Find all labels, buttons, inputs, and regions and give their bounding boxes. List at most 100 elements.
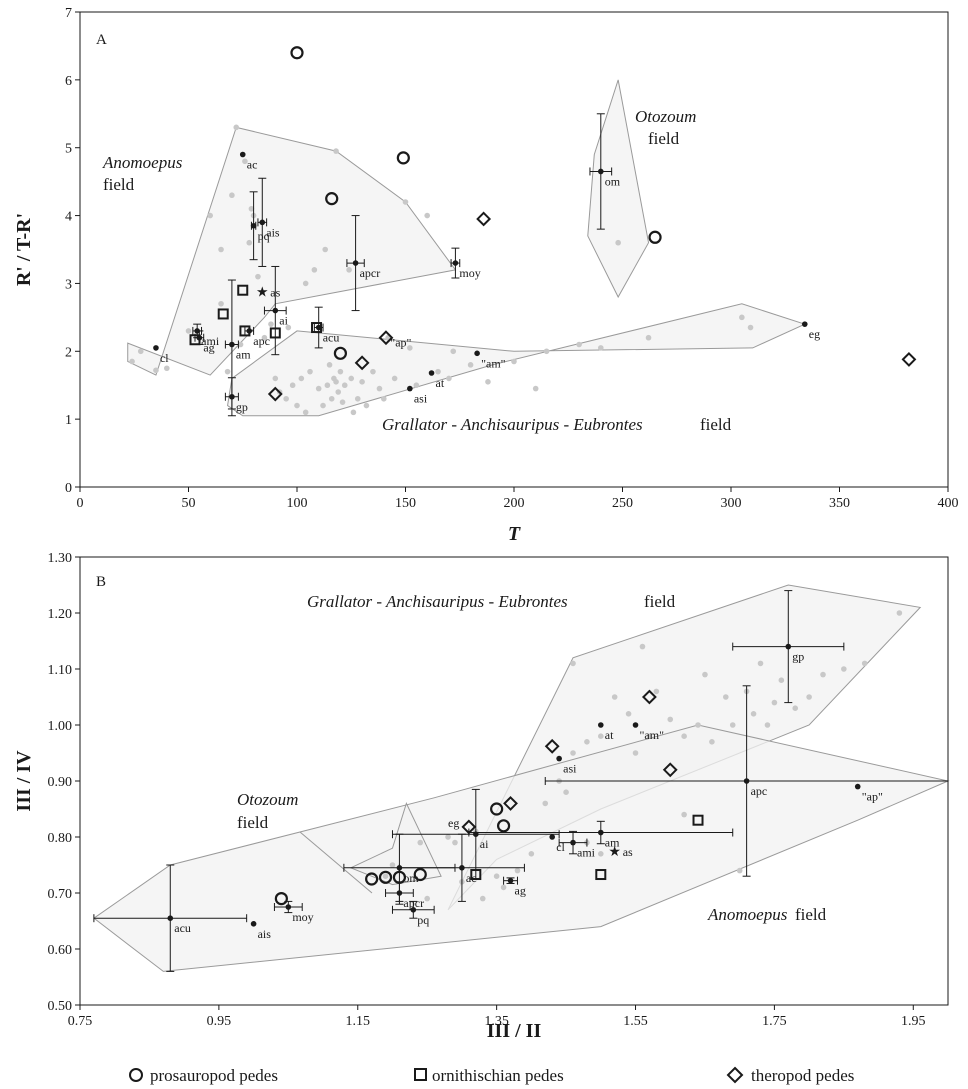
panel-b-point-label: asi — [563, 762, 577, 776]
panel-b-chart: acuaismoyomapcrpqacaiagclamiamasiat"am"a… — [13, 551, 950, 1042]
panel-b-field-label-gae: Grallator - Anchisauripus - Eubrontes — [307, 592, 568, 611]
panel-a-grey-point — [289, 382, 296, 389]
panel-b-grey-point — [771, 699, 778, 706]
panel-b-grey-point — [861, 660, 868, 667]
panel-a-point-label: moy — [459, 266, 480, 280]
panel-a-theropod-marker — [267, 386, 283, 402]
panel-a-point-label: pq — [258, 229, 270, 243]
panel-a-mean-point — [474, 350, 480, 357]
panel-a-grey-point — [435, 368, 441, 375]
panel-a-grey-point — [339, 399, 346, 405]
panel-a-mean-point — [239, 151, 246, 158]
panel-a-grey-point — [137, 348, 144, 355]
panel-a-grey-point — [576, 341, 582, 348]
panel-a-grey-point — [307, 368, 313, 375]
panel-b-grey-point — [389, 862, 396, 868]
panel-b-ornithischian-marker — [470, 869, 482, 881]
panel-a-x-tick-label: 0 — [77, 496, 84, 511]
panel-a-point-label: cl — [160, 351, 169, 365]
panel-b-mean-point — [854, 783, 861, 790]
panel-a-point-label: apc — [253, 334, 270, 348]
panel-b-field-label-otozoum: Otozoum — [237, 790, 298, 809]
panel-b-annotation: eg — [448, 816, 459, 830]
panel-b-grey-point — [667, 716, 674, 723]
panel-b-point-label: "am" — [640, 728, 665, 742]
panel-a-grey-point — [615, 239, 621, 246]
panel-b-star-label: as — [623, 845, 633, 859]
panel-a-grey-point — [381, 395, 387, 402]
panel-a-x-tick-label: 100 — [287, 496, 308, 511]
panel-b-grey-point — [570, 660, 576, 667]
panel-b-point-label: ai — [480, 837, 489, 851]
panel-a-mean-point — [598, 168, 604, 175]
panel-b-mean-point — [285, 904, 292, 910]
legend-label-theropod: theropod pedes — [751, 1066, 854, 1085]
panel-b-mean-point — [570, 839, 576, 846]
panel-b-grey-point — [479, 895, 486, 902]
panel-a-grey-point — [413, 382, 420, 389]
panel-a-x-tick-label: 350 — [829, 496, 850, 511]
panel-a-x-axis-title: T — [508, 523, 521, 545]
panel-b-grey-point — [681, 811, 687, 818]
panel-a-prosauropod-marker — [333, 346, 347, 360]
panel-a-ornithischian-marker — [217, 308, 229, 320]
panel-b-y-tick-label: 1.20 — [48, 607, 73, 622]
panel-b-y-tick-label: 0.50 — [48, 999, 73, 1014]
legend: prosauropod pedes ornithischian pedes th… — [129, 1066, 854, 1085]
panel-a-y-tick-label: 3 — [65, 277, 72, 292]
panel-a-grey-point — [747, 324, 754, 331]
panel-a-grey-point — [346, 267, 352, 273]
panel-a-point-label: am — [236, 348, 251, 362]
panel-a-grey-point — [350, 409, 357, 416]
panel-a-mean-point — [259, 219, 266, 226]
panel-a-x-tick-label: 50 — [182, 496, 196, 511]
panel-a-grey-point — [446, 375, 452, 382]
panel-b-grey-point — [820, 671, 826, 678]
panel-b-grey-point — [598, 733, 604, 739]
panel-b-grey-point — [896, 610, 903, 616]
panel-b-prosauropod-marker — [490, 802, 504, 816]
panel-a-field-label-gae-suffix: field — [700, 415, 732, 434]
panel-a-mean-point — [352, 260, 359, 266]
panel-b-prosauropod-marker — [496, 819, 511, 833]
panel-b-y-tick-label: 0.80 — [48, 831, 73, 846]
panel-a-point-label: ac — [247, 158, 258, 172]
panel-a-grey-point — [242, 158, 248, 165]
panel-a-grey-point — [322, 246, 329, 253]
panel-a-mean-point — [153, 345, 159, 351]
panel-b-x-tick-label: 1.55 — [623, 1014, 648, 1029]
panel-b-grey-point — [625, 711, 632, 717]
panel-a-grey-point — [467, 362, 474, 368]
panel-b-grey-point — [584, 739, 590, 745]
panel-b-grey-point — [681, 733, 687, 739]
panel-a-y-tick-label: 2 — [65, 345, 72, 360]
panel-a-field-label-otozoum-suffix: field — [648, 129, 680, 148]
ornithischian-marker-icon — [414, 1068, 427, 1081]
panel-a-grey-point — [324, 382, 331, 389]
panel-a-grey-point — [272, 375, 279, 382]
panel-a-point-label: ai — [279, 314, 288, 328]
panel-a-grey-point — [298, 375, 305, 382]
panel-b-y-tick-label: 0.90 — [48, 775, 73, 790]
panel-b-grey-point — [792, 705, 799, 711]
panel-b-grey-point — [493, 873, 500, 879]
legend-item-theropod: theropod pedes — [726, 1066, 854, 1085]
panel-a-point-label: ais — [266, 225, 280, 239]
panel-b-mean-point — [598, 829, 604, 836]
panel-a-grey-point — [283, 395, 289, 402]
panel-a-x-tick-label: 250 — [612, 496, 633, 511]
panel-b-y-axis-title: III / IV — [13, 750, 35, 812]
panel-a-grey-point — [185, 328, 192, 334]
panel-a-point-label: gp — [236, 400, 248, 414]
panel-a-grey-point — [391, 375, 398, 382]
panel-a-grey-point — [337, 368, 344, 375]
panel-a-grey-point — [348, 375, 355, 382]
panel-a-y-tick-label: 7 — [65, 6, 72, 21]
panel-a-grey-point — [485, 379, 491, 385]
panel-b-grey-point — [570, 750, 576, 756]
panel-b-point-label: am — [605, 836, 620, 850]
panel-b-point-label: "ap" — [862, 790, 883, 804]
panel-a-field-label-anomoepus: Anomoepus — [102, 153, 183, 172]
